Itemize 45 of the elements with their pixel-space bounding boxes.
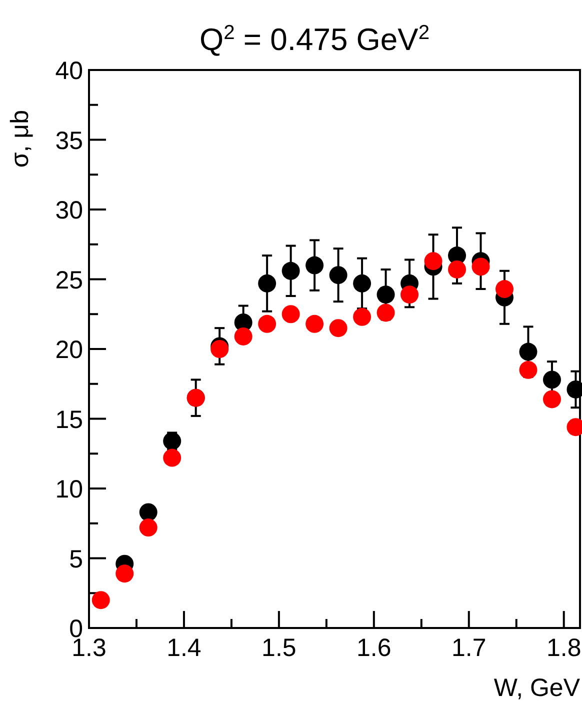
point — [353, 308, 372, 326]
y-tick-label: 30 — [55, 196, 83, 224]
point — [472, 258, 490, 276]
point — [519, 360, 538, 379]
point — [496, 280, 514, 298]
point — [210, 340, 229, 358]
point — [448, 260, 466, 278]
point — [282, 262, 300, 280]
point — [519, 342, 538, 361]
point — [116, 564, 134, 583]
point — [376, 304, 395, 322]
point — [376, 286, 395, 304]
y-tick-label: 15 — [55, 406, 83, 434]
x-tick-label: 1.8 — [546, 634, 582, 662]
point — [258, 314, 276, 333]
point — [329, 319, 348, 338]
point — [234, 327, 252, 346]
point — [329, 266, 348, 284]
x-axis-title: W, GeV — [494, 674, 580, 702]
point — [306, 256, 324, 274]
point — [282, 305, 300, 324]
x-tick-label: 1.6 — [356, 634, 392, 662]
y-tick-label: 40 — [55, 57, 83, 85]
point — [542, 370, 561, 389]
point — [400, 286, 419, 304]
y-tick-label: 10 — [55, 476, 83, 504]
point — [92, 591, 110, 610]
x-tick-label: 1.5 — [262, 634, 296, 662]
x-tick-label: 1.4 — [166, 634, 202, 662]
chart-title: Q$^{2}$ = 0.475 GeV$^{2}$ — [199, 22, 430, 57]
point — [542, 390, 561, 408]
y-tick-label: 35 — [55, 126, 83, 155]
point — [353, 274, 372, 292]
point — [424, 252, 442, 270]
y-tick-label: 5 — [69, 545, 83, 574]
point — [139, 503, 158, 522]
point — [306, 314, 324, 333]
y-tick-label: 20 — [55, 336, 83, 364]
y-tick-label: 25 — [55, 266, 83, 294]
point — [163, 432, 182, 450]
x-tick-label: 1.7 — [452, 634, 486, 662]
point — [139, 518, 158, 537]
y-axis-title: σ, μb — [6, 110, 34, 168]
point — [258, 274, 276, 292]
point — [163, 448, 182, 467]
